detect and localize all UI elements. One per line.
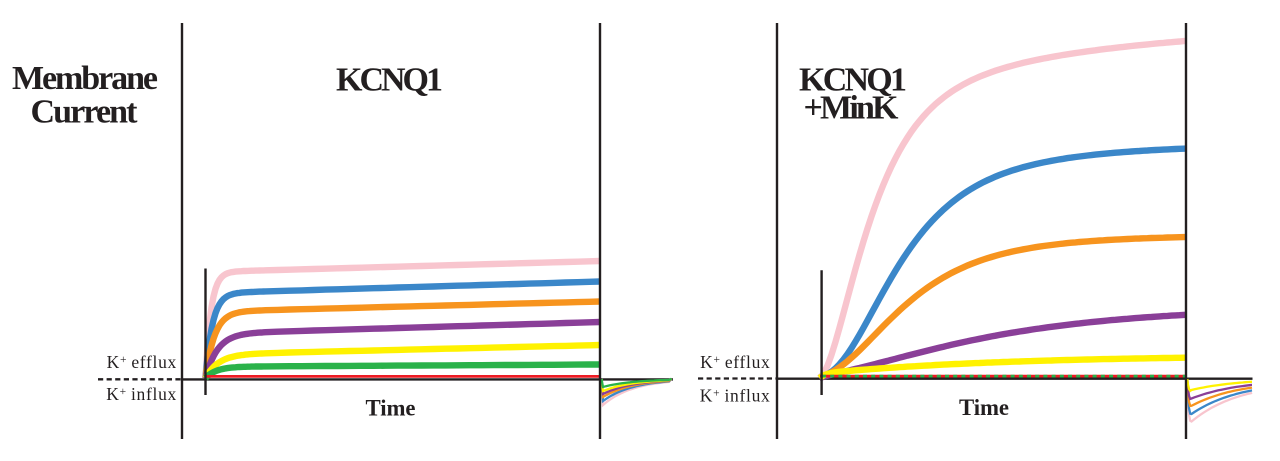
svg-text:Current: Current — [31, 94, 139, 131]
svg-text:K+ efflux: K+ efflux — [107, 352, 177, 372]
svg-text:Time: Time — [959, 395, 1009, 420]
svg-text:KCNQ1: KCNQ1 — [799, 62, 907, 99]
svg-text:K+ influx: K+ influx — [700, 385, 771, 405]
svg-text:+MinK: +MinK — [804, 90, 900, 127]
svg-text:Time: Time — [366, 395, 416, 420]
svg-text:KCNQ1: KCNQ1 — [336, 62, 443, 99]
svg-text:K+ efflux: K+ efflux — [700, 352, 770, 372]
svg-text:Membrane: Membrane — [12, 60, 158, 97]
svg-text:K+ influx: K+ influx — [106, 384, 177, 404]
